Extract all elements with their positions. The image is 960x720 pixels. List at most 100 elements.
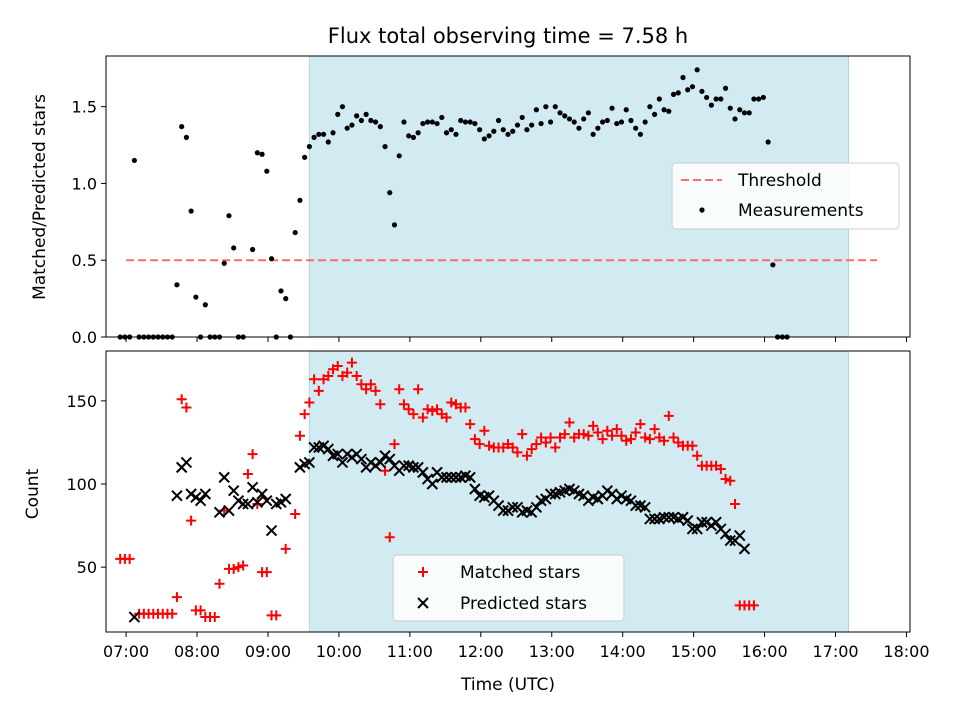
data-point	[628, 117, 634, 124]
data-point	[302, 154, 308, 160]
data-point	[181, 402, 192, 413]
y-tick-label: 50	[77, 558, 97, 577]
data-point	[131, 157, 137, 164]
data-point	[621, 435, 632, 446]
data-point	[722, 85, 729, 91]
x-tick-label: 10:00	[316, 642, 362, 661]
y-tick-label: 100	[66, 475, 97, 494]
data-point	[261, 494, 273, 507]
data-point	[434, 120, 440, 127]
data-point	[625, 434, 636, 445]
data-point	[180, 456, 193, 469]
legend: Threshold Measurements	[671, 162, 900, 230]
data-point	[666, 108, 672, 114]
data-point	[339, 104, 346, 110]
data-point	[351, 370, 362, 381]
legend-label: Measurements	[738, 201, 864, 221]
data-point	[467, 119, 473, 125]
data-point	[440, 471, 453, 484]
data-point	[708, 102, 714, 108]
data-point	[280, 543, 291, 554]
series-matched-stars	[115, 357, 759, 623]
data-point	[531, 439, 542, 450]
data-point	[320, 131, 327, 137]
data-point	[311, 134, 317, 140]
data-point	[304, 397, 315, 408]
data-point	[538, 120, 544, 127]
data-point	[479, 425, 490, 436]
data-point	[571, 119, 577, 125]
data-point	[517, 429, 528, 440]
x-tick-label: 17:00	[812, 642, 858, 661]
data-point	[507, 442, 518, 453]
data-point	[365, 379, 376, 390]
data-point	[694, 67, 700, 73]
data-point	[765, 139, 771, 145]
data-point	[715, 464, 726, 475]
data-point	[661, 107, 667, 113]
data-point	[484, 440, 495, 451]
series-measurements	[117, 67, 790, 340]
data-point	[382, 143, 388, 150]
data-point	[710, 516, 722, 528]
data-point	[469, 483, 481, 495]
data-point	[510, 128, 516, 134]
data-point	[183, 134, 189, 140]
legend-box	[392, 554, 625, 622]
data-point	[732, 116, 738, 122]
x-tick-label: 13:00	[529, 642, 575, 661]
data-point	[595, 125, 601, 131]
data-point	[576, 125, 582, 131]
data-point	[384, 453, 396, 465]
data-point	[330, 130, 336, 136]
data-point	[629, 499, 642, 512]
data-point	[313, 385, 324, 396]
data-point	[597, 434, 608, 445]
data-point	[448, 127, 454, 133]
data-point	[171, 592, 182, 603]
data-point	[167, 608, 178, 619]
data-point	[637, 131, 644, 137]
data-point	[547, 119, 554, 125]
data-point	[407, 461, 420, 474]
data-point	[540, 437, 551, 448]
data-point	[559, 429, 570, 440]
data-point	[530, 501, 543, 514]
legend-measurements-swatch	[699, 207, 705, 213]
data-point	[652, 111, 658, 117]
x-tick-label: 12:00	[458, 642, 504, 661]
data-point	[436, 471, 448, 484]
data-point	[639, 501, 651, 514]
data-point	[477, 127, 483, 133]
data-point	[174, 282, 180, 288]
data-point	[564, 417, 575, 428]
data-point	[648, 513, 661, 525]
data-point	[426, 478, 439, 490]
data-point	[354, 113, 360, 119]
data-point	[415, 130, 421, 136]
data-point	[649, 424, 660, 435]
data-point	[458, 117, 464, 124]
data-point	[358, 117, 364, 124]
data-point	[316, 131, 322, 137]
data-point	[443, 130, 450, 136]
data-point	[486, 133, 492, 139]
data-point	[583, 430, 594, 441]
y-tick-label: 150	[66, 392, 97, 411]
data-point	[252, 498, 263, 509]
data-point	[756, 96, 762, 102]
data-point	[730, 498, 741, 509]
data-point	[663, 410, 674, 421]
data-point	[640, 432, 651, 443]
data-point	[422, 404, 433, 415]
data-point	[521, 450, 532, 461]
data-point	[464, 471, 476, 484]
data-point	[221, 260, 227, 266]
data-point	[256, 488, 268, 500]
data-point	[237, 498, 249, 510]
data-point	[193, 294, 199, 300]
data-point	[398, 399, 409, 410]
data-point	[199, 488, 212, 500]
bottom-panel: 07:00 08:00 09:00 10:00 11:00 12:00 13:00 14:00…	[66, 350, 930, 661]
data-point	[550, 442, 561, 453]
